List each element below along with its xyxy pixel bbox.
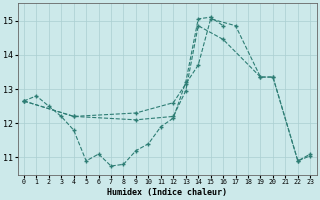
X-axis label: Humidex (Indice chaleur): Humidex (Indice chaleur) bbox=[107, 188, 227, 197]
